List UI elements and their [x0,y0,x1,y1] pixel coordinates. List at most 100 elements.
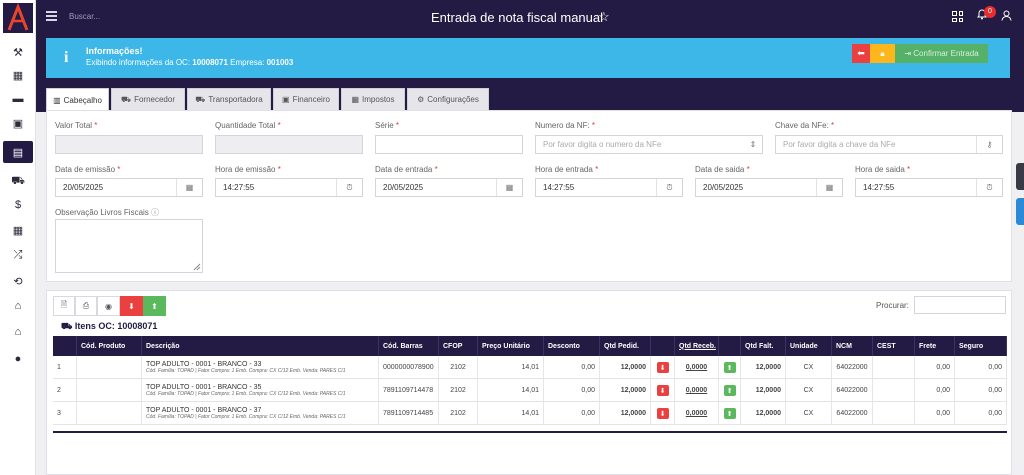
increase-button[interactable]: ⬆ [723,408,736,419]
money-icon[interactable]: ▣ [12,117,24,130]
items-panel: 🗎︎ ⎙ ◉ ⬇ ⬆ Procurar: ⛟ Itens OC: 1000807… [46,290,1012,475]
retweet-icon[interactable]: ⟲ [13,275,23,288]
cell-qtd_receb[interactable]: 0,0000 [675,402,719,425]
hamburger-menu-icon[interactable] [46,11,57,21]
home-icon[interactable]: ⌂ [14,326,22,338]
money-icon: ▣ [282,95,290,104]
calculator-icon[interactable]: ▦ [12,69,24,82]
user-icon[interactable] [1001,10,1012,24]
cell-qtd_falt: 12,0000 [741,402,786,425]
increase-button[interactable]: ⬆ [723,362,736,373]
column-header[interactable]: CFOP [439,336,478,356]
key-icon[interactable]: ⚷ [976,136,1002,153]
scroll-handle[interactable] [1016,163,1024,190]
spinner-icon[interactable]: ⇕ [749,140,757,149]
data-saida-label: Data de saida * [695,165,750,174]
star-icon[interactable]: ☆ [598,9,610,24]
calendar-icon[interactable]: ▦ [816,179,842,196]
column-header[interactable]: Preço Unitário [478,336,544,356]
apps-grid-icon[interactable] [952,11,963,22]
info-title: Informações! [86,46,143,56]
product-description: TOP ADULTO - 0001 - BRANCO - 33 [146,361,262,368]
table-row[interactable]: 3 TOP ADULTO - 0001 - BRANCO - 37 Cód. Fam… [53,402,1007,425]
column-header[interactable]: Qtd Receb. [675,336,719,356]
column-header[interactable]: Frete [915,336,955,356]
lock-button[interactable]: 🔒︎ [870,44,895,63]
upload-button[interactable]: ⬆ [143,296,166,316]
chave-nfe-label: Chave da NFe: * [775,121,835,130]
app-logo[interactable] [3,2,33,33]
column-header[interactable]: Cód. Produto [77,336,142,356]
decrease-button[interactable]: ⬇ [656,362,669,373]
numero-nf-input[interactable]: Por favor digita o numero da NFe ⇕ [535,135,763,154]
obs-textarea[interactable] [55,219,203,273]
data-saida-input[interactable]: 20/05/2025 ▦ [695,178,843,197]
column-header[interactable] [53,336,77,356]
tab-fornecedor[interactable]: ⛟ Fornecedor [111,88,185,110]
product-description: TOP ADULTO - 0001 - BRANCO - 37 [146,407,262,414]
cart-icon[interactable]: ⛟ [11,175,25,187]
table-icon[interactable]: ▦ [12,224,24,237]
wrench-icon[interactable]: ⚒ [13,46,23,59]
table-row[interactable]: 1 TOP ADULTO - 0001 - BRANCO - 33 Cód. Fam… [53,356,1007,379]
action-cell: ⬇ [651,379,675,402]
tab-transportadora[interactable]: ⛟ Transportadora [187,88,271,110]
increase-button[interactable]: ⬆ [723,385,736,396]
view-button[interactable]: ◉ [97,296,120,316]
shuffle-icon[interactable]: ⤮ [13,248,23,261]
tab-cabealho[interactable]: ▥ Cabeçalho [46,88,109,111]
tab-financeiro[interactable]: ▣ Financeiro [273,88,339,110]
calendar-icon[interactable]: ▦ [496,179,522,196]
download-button[interactable]: ⬇ [120,296,143,316]
cell-qtd_falt: 12,0000 [741,356,786,379]
search-input[interactable]: Buscar... [69,12,101,21]
table-search-input[interactable] [914,296,1006,314]
hora-entrada-input[interactable]: 14:27:55 ⏰︎ [535,178,683,197]
column-header[interactable]: Cód. Barras [379,336,439,356]
cell-qtd_receb[interactable]: 0,0000 [675,356,719,379]
info-oc: 10008071 [192,58,228,67]
cell-qtd_receb[interactable]: 0,0000 [675,379,719,402]
column-header[interactable]: CEST [873,336,915,356]
dollar-icon[interactable]: $ [14,199,22,211]
print-button[interactable]: ⎙ [75,296,97,316]
clock-icon[interactable]: ⏰︎ [656,179,682,196]
back-button[interactable]: ⬅ [852,44,870,63]
tab-impostos[interactable]: ▦ Impostos [341,88,405,110]
sign-in-icon: ⇥ [904,49,914,58]
book-icon[interactable]: ▬ [12,93,24,105]
data-entrada-input[interactable]: 20/05/2025 ▦ [375,178,523,197]
hora-emissao-input[interactable]: 14:27:55 ⏰︎ [215,178,363,197]
scroll-handle[interactable] [1016,198,1024,225]
column-header[interactable]: Unidade [786,336,832,356]
column-header[interactable]: Seguro [955,336,1007,356]
briefcase-icon[interactable]: ▤ [3,141,33,163]
clock-icon[interactable]: ⏰︎ [336,179,362,196]
bank-icon[interactable]: ⌂ [14,300,22,312]
calendar-icon[interactable]: ▦ [176,179,202,196]
decrease-button[interactable]: ⬇ [656,408,669,419]
hora-saida-input[interactable]: 14:27:55 ⏰︎ [855,178,1003,197]
user-icon[interactable]: ● [14,353,22,365]
column-header[interactable] [651,336,675,356]
cell-qtd_pedid: 12,0000 [600,402,651,425]
column-header[interactable]: Descrição [142,336,379,356]
column-header[interactable]: Desconto [544,336,600,356]
clock-icon[interactable]: ⏰︎ [976,179,1002,196]
cell-unidade: CX [786,402,832,425]
cell-desconto: 0,00 [544,402,600,425]
table-row[interactable]: 2 TOP ADULTO - 0001 - BRANCO - 35 Cód. Fam… [53,379,1007,402]
decrease-button[interactable]: ⬇ [656,385,669,396]
data-emissao-input[interactable]: 20/05/2025 ▦ [55,178,203,197]
serie-input[interactable] [375,135,523,154]
column-header[interactable]: NCM [832,336,873,356]
cell-cest [873,356,915,379]
column-header[interactable] [719,336,741,356]
chave-nfe-input[interactable]: Por favor digita a chave da NFe ⚷ [775,135,1003,154]
column-header[interactable]: Qtd Falt. [741,336,786,356]
confirm-entry-button[interactable]: ⇥ Confirmar Entrada [895,44,988,63]
cell-cfop: 2102 [439,356,478,379]
export-button[interactable]: 🗎︎ [53,296,75,316]
column-header[interactable]: Qtd Pedid. [600,336,651,356]
tab-configuraes[interactable]: ⚙ Configurações [407,88,489,110]
